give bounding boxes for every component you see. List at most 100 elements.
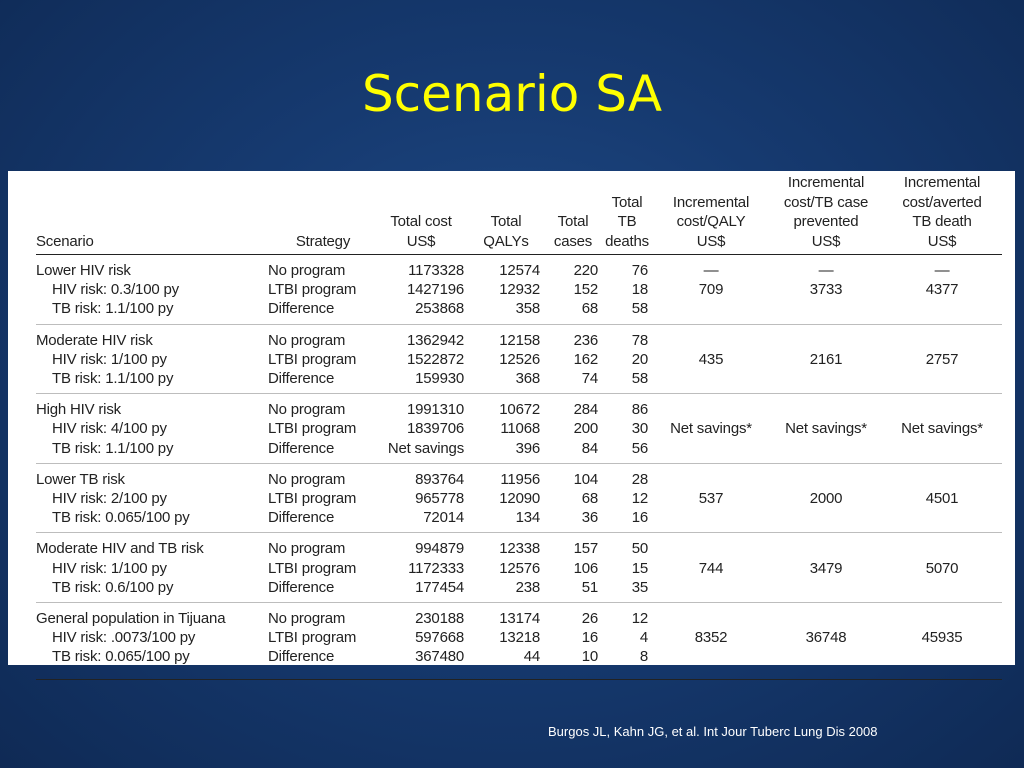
cell-strategy: Difference: [268, 438, 378, 464]
cell-inc-qaly: [652, 438, 770, 464]
cell-inc-qaly: 435: [698, 350, 724, 368]
cell-qalys: 238: [468, 577, 544, 604]
cell-cases: 68: [544, 299, 602, 325]
cell-inc-death: 2757: [925, 350, 959, 368]
cell-deaths: 28: [631, 470, 648, 488]
cell-cases: 200: [573, 420, 599, 438]
cell-inc-qaly: [652, 324, 770, 350]
cell-inc-death: 5070: [925, 559, 959, 577]
cell-qalys: 134: [468, 508, 544, 534]
cell-cases: 104: [573, 470, 599, 488]
cell-inc-qaly: [652, 603, 770, 629]
cell-deaths: 78: [631, 331, 648, 349]
table-row: HIV risk: 0.3/100 py LTBI program 1427196 1…: [36, 280, 1002, 299]
cell-qalys: 13218: [499, 629, 540, 647]
cell-inc-death: [882, 438, 1002, 464]
header-total-cost: Total cost US$: [378, 173, 468, 255]
cell-inc-case: [770, 603, 882, 629]
cell-deaths: 56: [602, 438, 652, 464]
cell-total-cost: 230188: [415, 610, 464, 628]
cell-inc-case: [770, 299, 882, 325]
cell-deaths: 76: [631, 262, 648, 279]
table-row: Moderate HIV risk No program 1362942 12158 2…: [36, 324, 1002, 350]
header-row: Scenario Strategy Total cost US$ Total QAL…: [36, 173, 1002, 255]
table-row: HIV risk: .0073/100 py LTBI program 597668…: [36, 628, 1002, 647]
cell-inc-death: [882, 647, 1002, 680]
table-row: Lower HIV risk No program 1173328 12574 220 7…: [36, 255, 1002, 281]
cell-total-cost: 994879: [415, 540, 464, 558]
cell-inc-qaly: Net savings*: [670, 420, 752, 438]
header-inc-qaly: Incremental cost/QALY US$: [652, 173, 770, 255]
cell-qalys: 12932: [499, 281, 540, 299]
cell-scenario: HIV risk: 2/100 py: [52, 490, 167, 508]
cell-inc-death: [882, 533, 1002, 559]
cell-total-cost: 177454: [378, 577, 468, 604]
cell-strategy: Difference: [268, 647, 378, 680]
cell-strategy: LTBI program: [268, 559, 357, 577]
cell-inc-qaly: [652, 299, 770, 325]
cell-inc-qaly: [652, 463, 770, 489]
cell-scenario: Lower TB risk: [36, 470, 125, 488]
table-row: TB risk: 1.1/100 py Difference 253868 358 68…: [36, 299, 1002, 325]
cell-inc-qaly: [652, 647, 770, 680]
cell-total-cost: 253868: [378, 299, 468, 325]
cell-scenario: TB risk: 0.065/100 py: [36, 508, 268, 534]
cell-inc-death: Net savings*: [901, 420, 983, 438]
cell-deaths: 15: [631, 559, 648, 577]
cell-inc-death: [882, 394, 1002, 420]
cell-strategy: Difference: [268, 577, 378, 604]
cell-inc-case: 2000: [809, 490, 843, 508]
slide-title: Scenario SA: [361, 65, 663, 123]
cell-qalys: 368: [468, 369, 544, 395]
table-body: Lower HIV risk No program 1173328 12574 220 7…: [36, 255, 1002, 680]
cell-strategy: No program: [268, 262, 346, 279]
cell-qalys: 12576: [499, 559, 540, 577]
cell-inc-qaly: [652, 577, 770, 604]
cell-deaths: 12: [631, 610, 648, 628]
cell-inc-case: 3733: [809, 281, 843, 299]
cell-deaths: 35: [602, 577, 652, 604]
cell-strategy: No program: [268, 401, 346, 419]
table-row: HIV risk: 1/100 py LTBI program 1172333 125…: [36, 559, 1002, 578]
cell-cases: 84: [544, 438, 602, 464]
cell-inc-death: —: [934, 262, 950, 279]
cell-inc-death: [882, 369, 1002, 395]
cell-total-cost: 1991310: [407, 401, 464, 419]
cell-cases: 284: [573, 401, 599, 419]
cell-qalys: 11068: [500, 420, 540, 438]
table-row: TB risk: 0.065/100 py Difference 367480 44 1…: [36, 647, 1002, 680]
cell-strategy: LTBI program: [268, 420, 357, 438]
table-row: HIV risk: 1/100 py LTBI program 1522872 125…: [36, 350, 1002, 369]
header-total-qalys: Total QALYs: [468, 173, 544, 255]
cell-scenario: High HIV risk: [36, 401, 121, 419]
cell-cases: 68: [581, 490, 598, 508]
cell-scenario: HIV risk: 0.3/100 py: [52, 281, 179, 299]
cell-inc-case: [770, 369, 882, 395]
cell-scenario: TB risk: 1.1/100 py: [36, 438, 268, 464]
cell-strategy: LTBI program: [268, 629, 357, 647]
cell-inc-death: [882, 603, 1002, 629]
cell-scenario: HIV risk: 1/100 py: [52, 559, 167, 577]
cell-inc-case: 2161: [809, 350, 843, 368]
table-row: TB risk: 1.1/100 py Difference 159930 368 74…: [36, 369, 1002, 395]
cell-scenario: HIV risk: 1/100 py: [52, 350, 167, 368]
table-row: HIV risk: 4/100 py LTBI program 1839706 110…: [36, 419, 1002, 438]
cell-total-cost: 1172333: [408, 559, 464, 577]
header-total-deaths: Total TB deaths: [602, 173, 652, 255]
table-row: General population in Tijuana No program 2…: [36, 603, 1002, 629]
cell-strategy: No program: [268, 331, 346, 349]
cell-cases: 162: [573, 350, 599, 368]
header-strategy: Strategy: [268, 173, 378, 255]
table-row: TB risk: 1.1/100 py Difference Net savings…: [36, 438, 1002, 464]
cell-total-cost: 1522872: [407, 350, 464, 368]
cell-scenario: HIV risk: .0073/100 py: [52, 629, 196, 647]
cell-inc-death: 45935: [921, 629, 963, 647]
cell-deaths: 20: [631, 350, 648, 368]
cell-total-cost: 1173328: [408, 262, 464, 279]
cell-strategy: Difference: [268, 508, 378, 534]
cell-inc-death: [882, 508, 1002, 534]
cell-inc-qaly: [652, 533, 770, 559]
cell-deaths: 4: [639, 629, 648, 647]
cell-qalys: 12090: [499, 490, 540, 508]
cell-deaths: 8: [602, 647, 652, 680]
